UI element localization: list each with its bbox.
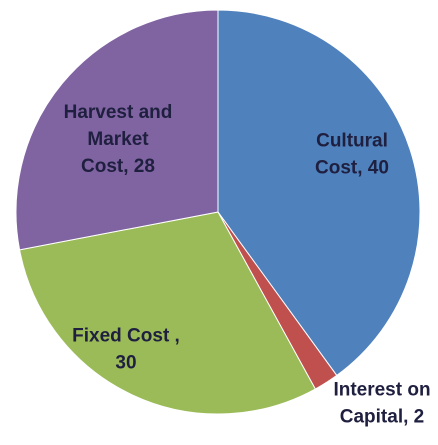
data-label-line: Market (87, 129, 149, 150)
data-label-line: 30 (115, 353, 136, 374)
pie-slice-fixed-cost (18, 211, 316, 415)
data-label-line: Interest on (333, 380, 430, 401)
data-label-line: Fixed Cost , (72, 326, 180, 347)
pie-slice-cultural-cost (217, 9, 421, 377)
data-label-line: Cost, 28 (81, 156, 155, 177)
pie-slice-harvest-and-market-cost (15, 9, 219, 251)
data-label-cultural-cost: Cultural Cost, 40 (315, 131, 389, 179)
data-label-line: Cost, 40 (315, 158, 389, 179)
data-label-fixed-cost: Fixed Cost , 30 (72, 326, 180, 374)
data-label-line: Cultural (316, 131, 388, 152)
data-label-line: Harvest and (64, 102, 173, 123)
data-label-interest-on-capital: Interest on Capital, 2 (333, 380, 430, 428)
data-label-harvest-and-market-cost: Harvest and Market Cost, 28 (64, 102, 173, 177)
data-label-line: Capital, 2 (340, 407, 424, 428)
